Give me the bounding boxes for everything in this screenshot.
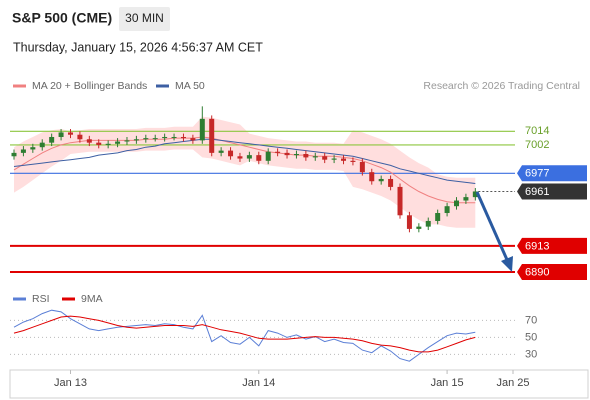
level-label: 6890: [525, 266, 549, 278]
candle-body: [96, 142, 102, 145]
timestamp: Thursday, January 15, 2026 4:56:37 AM CE…: [13, 40, 263, 54]
candle-body: [359, 161, 365, 173]
candle-body: [454, 200, 460, 207]
legend-label: MA 50: [175, 80, 205, 92]
candle-body: [350, 160, 356, 162]
candle-body: [39, 142, 45, 148]
candle-body: [152, 138, 158, 140]
candle-body: [435, 213, 441, 221]
legend-label: RSI: [32, 293, 50, 305]
rsi-line: [13, 309, 476, 362]
candle-body: [444, 206, 450, 214]
candle-body: [463, 197, 469, 201]
last-price-tag: [517, 183, 587, 200]
candle-body: [378, 178, 384, 182]
arrow-head: [501, 256, 513, 272]
rsi-line: [13, 315, 476, 353]
level-tag: [517, 237, 587, 254]
candle-body: [312, 156, 318, 158]
candle-body: [331, 158, 337, 160]
candle-body: [397, 186, 403, 216]
bollinger-band: [14, 116, 476, 228]
level-tag: [517, 165, 587, 182]
rsi-tick-label: 70: [525, 314, 537, 326]
last-price-label: 6961: [525, 186, 549, 198]
candle-body: [416, 226, 422, 229]
level-tag: [517, 264, 587, 281]
candle-body: [180, 136, 186, 139]
candle-body: [341, 158, 347, 161]
level-label: 6977: [525, 168, 549, 180]
candle-body: [171, 136, 177, 138]
candle-body: [105, 143, 111, 145]
level-label: 7002: [525, 139, 549, 151]
candle-body: [115, 141, 121, 144]
candle-body: [133, 139, 139, 141]
candle-body: [162, 136, 168, 139]
candle-body: [190, 138, 196, 141]
candle-body: [303, 154, 309, 158]
candle-body: [293, 154, 299, 156]
rsi-tick-label: 30: [525, 348, 537, 360]
candle-body: [228, 150, 234, 157]
x-tick-label: Jan 15: [431, 377, 464, 389]
level-label: 7014: [525, 125, 549, 137]
chart-title: S&P 500 (CME): [12, 10, 112, 26]
candle-body: [218, 150, 224, 153]
candle-body: [199, 118, 205, 141]
candle-body: [86, 139, 92, 143]
plot: 7014 7002 6977 6913 6890 6961 MA 20 + Bollinge…: [10, 80, 587, 389]
candle-body: [58, 132, 64, 137]
candle-body: [425, 220, 431, 227]
legend-label: 9MA: [81, 293, 103, 305]
candle-body: [246, 155, 252, 159]
moving-average: [13, 138, 476, 184]
level-label: 6913: [525, 240, 549, 252]
candle-body: [124, 140, 130, 142]
candle-body: [322, 156, 328, 160]
candle-body: [143, 138, 149, 140]
rsi-tick-label: 50: [525, 331, 537, 343]
candle-body: [49, 136, 55, 143]
candle-body: [209, 118, 215, 153]
candle-body: [472, 191, 478, 198]
candle-body: [284, 152, 290, 156]
x-tick-label: Jan 25: [496, 377, 529, 389]
candle-body: [67, 132, 73, 135]
interval-badge: [119, 7, 170, 31]
projection-arrow: [475, 191, 510, 263]
candle-body: [11, 152, 17, 157]
candle-body: [20, 149, 26, 153]
candle-body: [369, 172, 375, 182]
candle-body: [77, 134, 83, 140]
x-tick-label: Jan 13: [54, 377, 87, 389]
candle-body: [265, 151, 271, 161]
candle-body: [406, 215, 412, 229]
candle-body: [30, 147, 36, 150]
legend-label: MA 20 + Bollinger Bands: [32, 80, 147, 92]
x-tick-label: Jan 14: [242, 377, 275, 389]
candle-body: [237, 156, 243, 159]
candle-body: [275, 151, 281, 153]
x-axis-frame: [9, 369, 589, 399]
source: Research © 2026 Trading Central: [423, 80, 580, 92]
interval: 30 MIN: [125, 11, 164, 25]
candle-body: [388, 178, 394, 187]
candle-body: [256, 155, 262, 161]
